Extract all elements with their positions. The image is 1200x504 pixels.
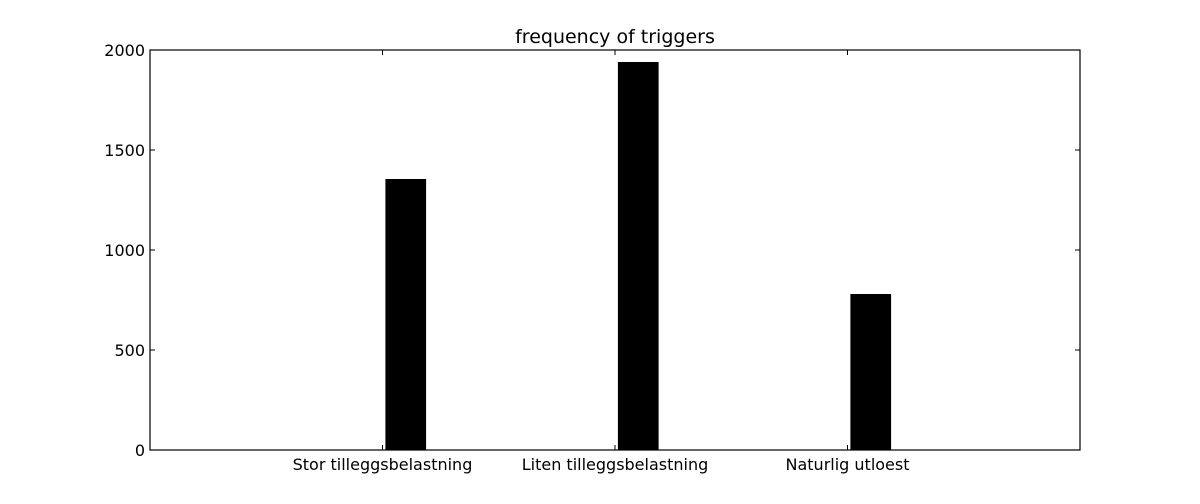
x-tick-label: Stor tilleggsbelastning [293, 455, 473, 474]
plot-frame [149, 49, 1081, 451]
y-tick-label: 2000 [104, 41, 145, 60]
bar-naturlig-utloest [850, 294, 892, 450]
labels-layer: Stor tilleggsbelastning Liten tilleggsbel… [104, 41, 909, 474]
bar-liten-tilleggsbelastning [617, 62, 659, 450]
y-tick-label: 500 [114, 341, 145, 360]
x-tick-label: Liten tilleggsbelastning [522, 455, 709, 474]
bar-stor-tilleggsbelastning [385, 179, 427, 450]
y-tick-label: 1000 [104, 241, 145, 260]
y-tick-label: 1500 [104, 141, 145, 160]
chart-title: frequency of triggers [515, 26, 715, 48]
bars-layer [385, 62, 892, 450]
x-tick-label: Naturlig utloest [786, 455, 910, 474]
ticks-layer [150, 49, 1080, 451]
y-tick-label: 0 [135, 441, 145, 460]
